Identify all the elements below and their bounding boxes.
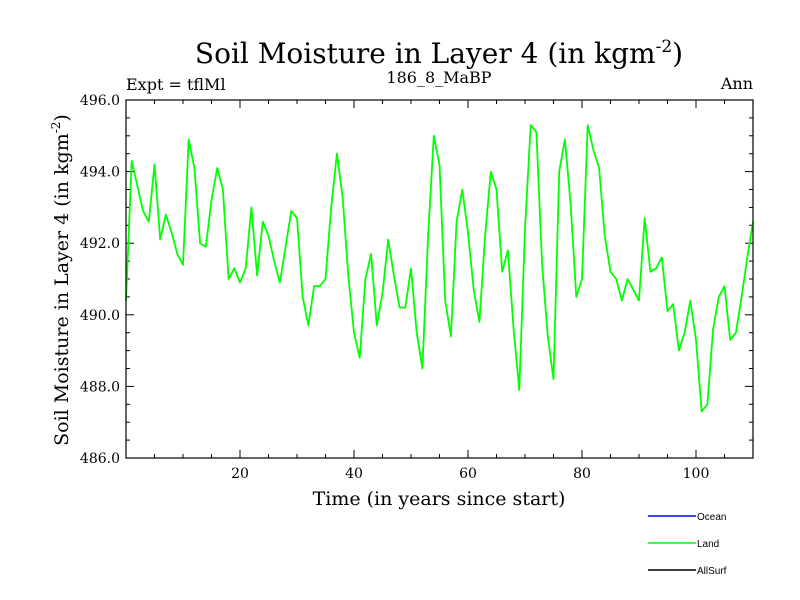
y-axis-label-main: Soil Moisture in Layer 4 (in kgm bbox=[51, 133, 73, 446]
legend: Ocean Land AllSurf bbox=[648, 512, 727, 577]
y-axis-label-sup: -2 bbox=[49, 122, 63, 134]
legend-label-allsurf: AllSurf bbox=[697, 566, 727, 577]
subtitle-left: Expt = tflMl bbox=[126, 75, 226, 94]
series-group bbox=[125, 124, 754, 413]
legend-label-land: Land bbox=[697, 539, 719, 550]
y-tick-label: 494.0 bbox=[80, 165, 120, 181]
x-tick-label: 100 bbox=[683, 466, 710, 482]
chart-title: Soil Moisture in Layer 4 (in kgm-2) bbox=[195, 37, 683, 70]
subtitle-center: 186_8_MaBP bbox=[386, 68, 491, 87]
chart-title-tail: ) bbox=[672, 37, 683, 70]
y-tick-label: 496.0 bbox=[80, 93, 120, 109]
x-tick-label: 60 bbox=[459, 466, 477, 482]
chart-title-main: Soil Moisture in Layer 4 (in kgm bbox=[195, 37, 656, 70]
y-tick-label: 486.0 bbox=[80, 451, 120, 467]
x-tick-label: 40 bbox=[345, 466, 363, 482]
y-axis-label-tail: ) bbox=[51, 114, 73, 121]
chart-title-sup: -2 bbox=[656, 37, 673, 57]
series-line-land bbox=[125, 124, 754, 413]
axis-tick-labels: 486.0 488.0 490.0 492.0 494.0 496.0 20 40 60 80 10… bbox=[80, 93, 709, 482]
y-tick-label: 490.0 bbox=[80, 308, 120, 324]
subtitle-right: Ann bbox=[720, 74, 753, 93]
y-tick-label: 488.0 bbox=[80, 379, 120, 395]
x-tick-label: 20 bbox=[231, 466, 249, 482]
y-tick-label: 492.0 bbox=[80, 236, 120, 252]
axis-ticks bbox=[126, 99, 753, 459]
x-tick-label: 80 bbox=[573, 466, 591, 482]
plot-frame bbox=[125, 99, 754, 459]
legend-label-ocean: Ocean bbox=[697, 512, 726, 523]
x-axis-label: Time (in years since start) bbox=[313, 488, 566, 510]
y-axis-label: Soil Moisture in Layer 4 (in kgm-2) bbox=[49, 114, 73, 446]
